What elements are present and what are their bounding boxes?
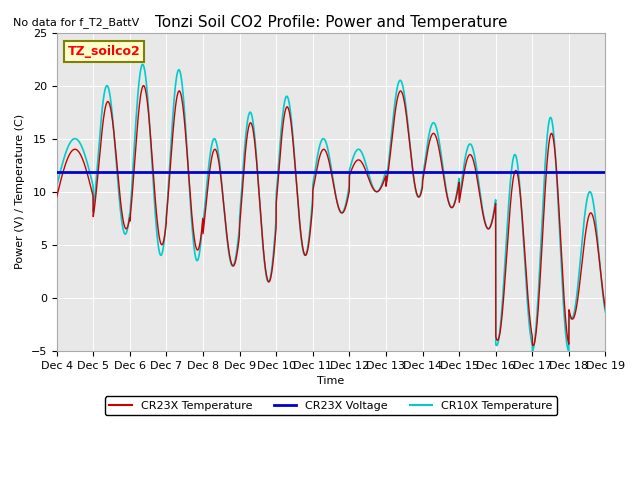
Title: Tonzi Soil CO2 Profile: Power and Temperature: Tonzi Soil CO2 Profile: Power and Temper… (155, 15, 508, 30)
X-axis label: Time: Time (317, 376, 345, 386)
Text: TZ_soilco2: TZ_soilco2 (68, 45, 140, 58)
Text: No data for f_T2_BattV: No data for f_T2_BattV (13, 17, 139, 28)
Legend: CR23X Temperature, CR23X Voltage, CR10X Temperature: CR23X Temperature, CR23X Voltage, CR10X … (105, 396, 557, 415)
Y-axis label: Power (V) / Temperature (C): Power (V) / Temperature (C) (15, 114, 25, 269)
